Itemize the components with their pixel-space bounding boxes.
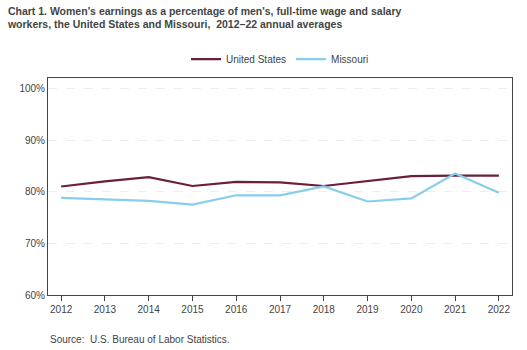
svg-text:2019: 2019 xyxy=(356,304,379,315)
svg-text:2013: 2013 xyxy=(94,304,117,315)
svg-text:80%: 80% xyxy=(25,186,45,197)
svg-text:2022: 2022 xyxy=(488,304,511,315)
svg-text:Source: U.S. Bureau of Labor: Source: U.S. Bureau of Labor Statistics. xyxy=(50,334,230,345)
svg-text:2017: 2017 xyxy=(269,304,292,315)
svg-text:60%: 60% xyxy=(25,290,45,301)
svg-text:100%: 100% xyxy=(19,83,45,94)
svg-text:2016: 2016 xyxy=(225,304,248,315)
svg-text:90%: 90% xyxy=(25,135,45,146)
svg-text:2020: 2020 xyxy=(400,304,423,315)
svg-text:Chart 1. Women's earnings as a: Chart 1. Women's earnings as a percentag… xyxy=(7,5,402,31)
svg-text:2021: 2021 xyxy=(444,304,467,315)
svg-text:2018: 2018 xyxy=(313,304,336,315)
svg-text:2014: 2014 xyxy=(138,304,161,315)
svg-text:2015: 2015 xyxy=(181,304,204,315)
svg-text:70%: 70% xyxy=(25,238,45,249)
svg-text:United States: United States xyxy=(226,54,286,65)
svg-text:2012: 2012 xyxy=(50,304,73,315)
svg-text:Missouri: Missouri xyxy=(331,54,368,65)
